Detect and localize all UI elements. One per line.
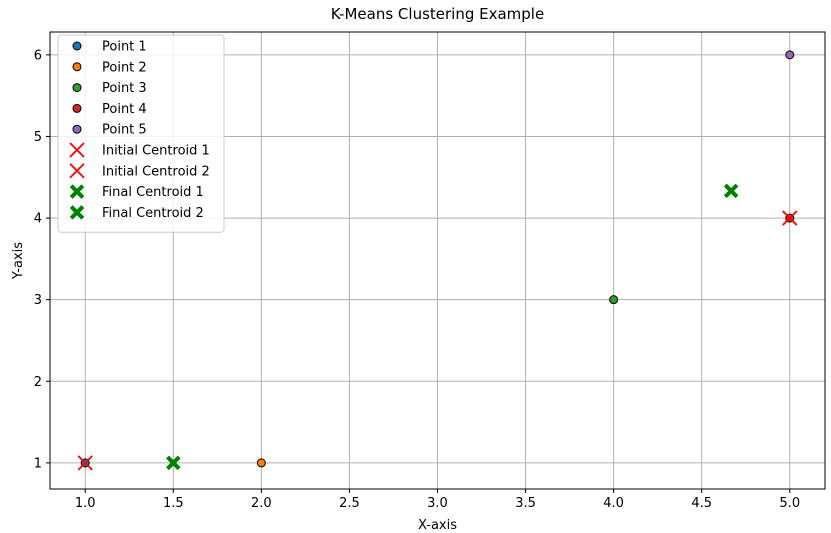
legend-label: Point 3 <box>102 81 147 96</box>
x-tick-label: 4.0 <box>603 496 624 511</box>
filled-x-marker <box>69 184 85 199</box>
axis-ticks: 1.0 1.5 2.0 2.5 3.0 3.5 4.0 4.5 5.0 1 2 3 4 5 6 <box>34 48 800 511</box>
circle-marker <box>72 62 82 72</box>
circle-marker <box>609 295 619 305</box>
x-tick-label: 3.0 <box>427 496 448 511</box>
x-tick-label: 3.5 <box>515 496 536 511</box>
legend-marker <box>72 62 82 72</box>
legend-label: Point 1 <box>102 40 147 55</box>
filled-x-marker <box>165 455 181 471</box>
legend-marker <box>69 163 85 179</box>
x-marker <box>69 142 85 158</box>
filled-x-marker <box>69 205 85 220</box>
circle-marker <box>72 124 82 134</box>
circle-marker <box>72 41 82 51</box>
data-point <box>165 455 181 471</box>
circle-marker <box>72 83 82 93</box>
legend-label: Initial Centroid 2 <box>102 164 210 179</box>
data-point <box>785 50 795 60</box>
data-point <box>609 295 619 305</box>
x-axis-title: X-axis <box>418 518 457 533</box>
data-point <box>77 455 93 471</box>
x-tick-label: 2.5 <box>339 496 360 511</box>
y-axis-title: Y-axis <box>11 242 26 280</box>
legend-marker <box>69 205 85 220</box>
x-tick-label: 4.5 <box>691 496 712 511</box>
x-tick-label: 2.0 <box>251 496 272 511</box>
filled-x-marker <box>723 183 739 199</box>
data-point <box>256 458 266 468</box>
y-tick-label: 1 <box>34 456 42 471</box>
legend-marker <box>69 142 85 158</box>
y-tick-label: 5 <box>34 130 42 145</box>
circle-marker <box>72 103 82 113</box>
legend-marker <box>72 41 82 51</box>
x-tick-label: 1.5 <box>163 496 184 511</box>
grid-lines <box>50 32 825 489</box>
legend-label: Point 5 <box>102 123 147 138</box>
legend-label: Point 4 <box>102 102 147 117</box>
legend-label: Initial Centroid 1 <box>102 144 210 159</box>
legend-marker <box>72 103 82 113</box>
x-marker <box>77 455 93 471</box>
y-tick-label: 6 <box>34 48 42 63</box>
legend-box <box>57 34 225 233</box>
x-marker <box>782 210 798 226</box>
data-point <box>723 183 739 199</box>
circle-marker <box>256 458 266 468</box>
x-tick-label: 5.0 <box>779 496 800 511</box>
data-marks <box>77 50 798 471</box>
circle-marker <box>785 50 795 60</box>
legend-label: Final Centroid 1 <box>102 185 204 200</box>
x-tick-label: 1.0 <box>75 496 96 511</box>
chart-title: K-Means Clustering Example <box>331 5 544 23</box>
y-tick-label: 4 <box>34 212 42 227</box>
x-marker <box>69 163 85 179</box>
legend: Point 1 Point 2 Point 3 Point 4 Point 5 Initi… <box>57 34 225 233</box>
legend-label: Point 2 <box>102 60 147 75</box>
legend-marker <box>72 124 82 134</box>
y-tick-label: 2 <box>34 375 42 390</box>
legend-marker <box>69 184 85 199</box>
legend-marker <box>72 83 82 93</box>
y-tick-label: 3 <box>34 293 42 308</box>
data-point <box>782 210 798 226</box>
legend-label: Final Centroid 2 <box>102 206 204 221</box>
